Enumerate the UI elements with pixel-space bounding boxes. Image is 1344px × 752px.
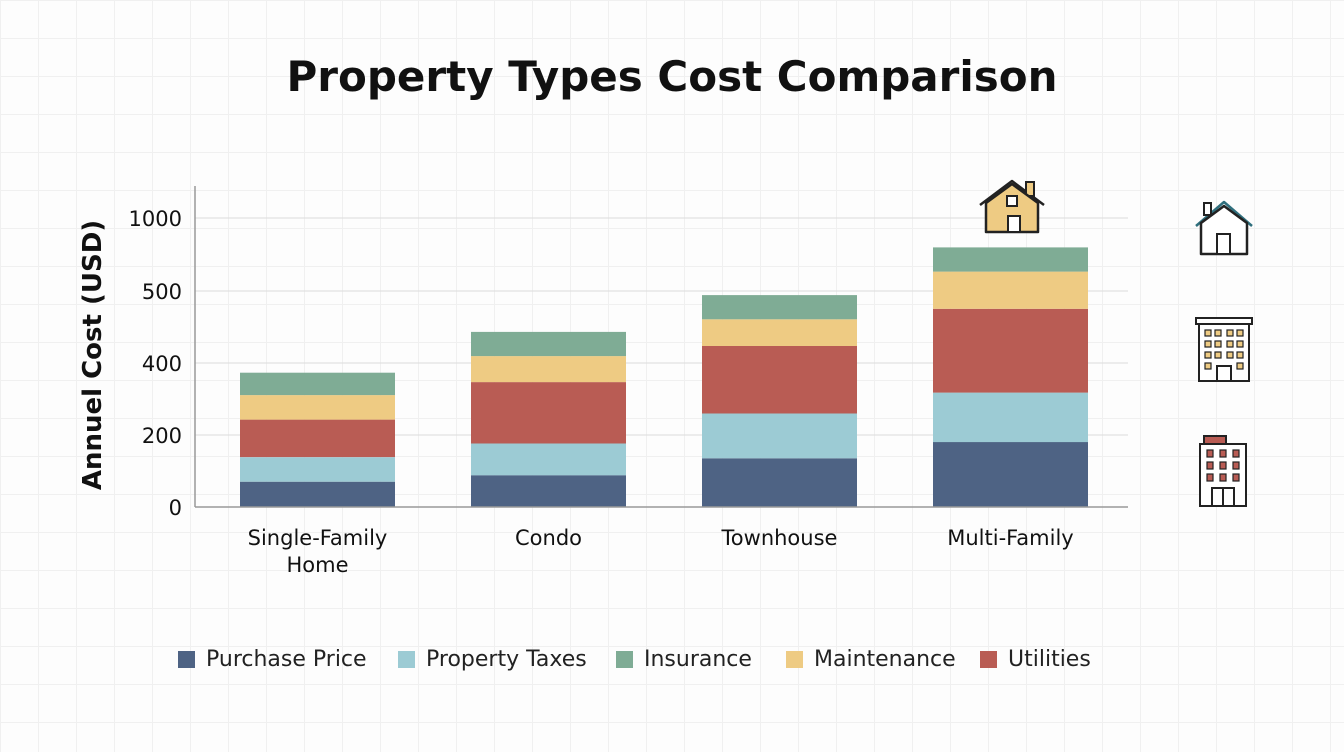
bar-segment-purchase-price (933, 442, 1088, 507)
x-tick-labels: Single-Family Home Condo Townhouse Multi-Fam… (248, 526, 1074, 577)
x-tick-label: Condo (515, 526, 582, 550)
x-tick-label: Townhouse (721, 526, 838, 550)
chart-title: Property Types Cost Comparison (286, 52, 1058, 101)
bar-segment-property-taxes (240, 457, 395, 482)
bar-segment-purchase-price (702, 458, 857, 507)
y-tick-label: 1000 (129, 207, 182, 231)
legend-item: Insurance (616, 644, 752, 674)
bar-segment-utilities (240, 419, 395, 458)
bar-segment-property-taxes (471, 443, 626, 476)
bar-segment-utilities (933, 308, 1088, 393)
y-axis-label: Annuel Cost (USD) (78, 220, 108, 490)
bar-segment-maintenance (240, 395, 395, 420)
house-icon (979, 179, 1045, 234)
legend-swatch (786, 650, 803, 668)
legend-swatch (398, 650, 415, 668)
house-icon (1195, 200, 1253, 256)
legend-label: Purchase Price (206, 646, 367, 672)
legend-swatch (616, 650, 633, 668)
office-building-icon (1199, 435, 1247, 507)
bar-segment-property-taxes (933, 392, 1088, 443)
legend-item: Purchase Price (178, 644, 367, 674)
bar-segment-insurance (471, 331, 626, 357)
bar-segment-purchase-price (240, 481, 395, 507)
legend-swatch (178, 650, 195, 668)
bar-segment-maintenance (702, 319, 857, 346)
y-tick-label: 400 (142, 352, 182, 376)
bar-segment-maintenance (933, 271, 1088, 309)
bar-segment-purchase-price (471, 475, 626, 507)
x-tick-label: Single-Family Home (248, 526, 388, 577)
legend-label: Property Taxes (426, 646, 587, 672)
legend-item: Property Taxes (398, 644, 587, 674)
legend-item: Utilities (980, 644, 1091, 674)
bar-segment-property-taxes (702, 413, 857, 459)
legend-label: Insurance (644, 646, 752, 672)
x-tick-label: Multi-Family (947, 526, 1073, 550)
y-tick-labels: 0 200 400 500 1000 (129, 207, 182, 520)
legend-label: Maintenance (814, 646, 956, 672)
legend: Purchase Price Property Taxes Insurance Mai… (178, 644, 1178, 674)
legend-swatch (980, 650, 997, 668)
bar-segment-insurance (702, 295, 857, 320)
bars (240, 247, 1088, 507)
y-tick-label: 200 (142, 424, 182, 448)
legend-item: Maintenance (786, 644, 956, 674)
bar-segment-insurance (933, 247, 1088, 272)
y-tick-label: 0 (169, 496, 182, 520)
bar-segment-insurance (240, 372, 395, 396)
apartment-building-icon (1195, 317, 1253, 382)
axes (194, 186, 1128, 508)
bar-segment-maintenance (471, 356, 626, 383)
y-tick-label: 500 (142, 280, 182, 304)
bar-segment-utilities (471, 382, 626, 444)
bar-segment-utilities (702, 346, 857, 414)
legend-label: Utilities (1008, 646, 1091, 672)
